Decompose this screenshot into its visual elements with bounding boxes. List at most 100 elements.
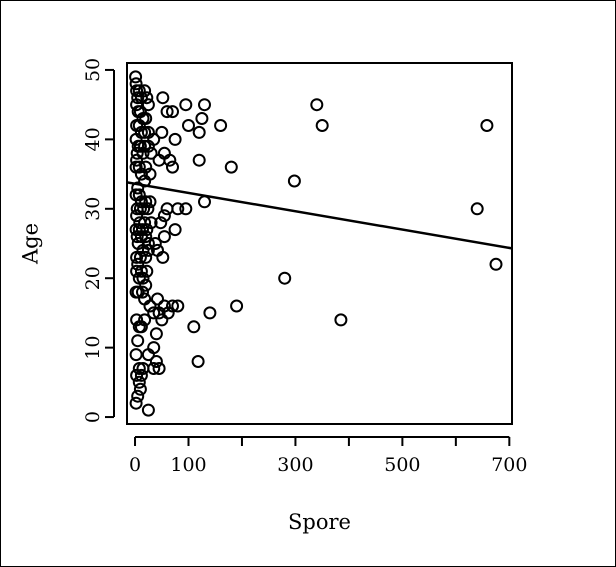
x-tick-label: 100	[170, 454, 206, 476]
data-point	[130, 250, 144, 264]
data-point	[480, 119, 494, 132]
data-point	[129, 70, 143, 84]
data-point	[148, 237, 162, 250]
y-tick-label: 10	[82, 336, 104, 360]
x-tick-label: 300	[277, 454, 313, 476]
data-point	[168, 132, 182, 146]
data-point	[179, 98, 193, 112]
data-point	[136, 271, 150, 285]
data-point	[129, 396, 143, 410]
data-point	[131, 181, 145, 195]
data-point	[195, 112, 209, 125]
data-point	[132, 271, 146, 285]
data-points	[129, 70, 503, 417]
data-point	[131, 389, 145, 403]
data-point	[132, 188, 146, 202]
x-axis-title: Spore	[288, 510, 351, 534]
data-point	[470, 202, 484, 216]
data-point	[141, 348, 155, 362]
data-point	[147, 306, 161, 320]
data-point	[149, 355, 163, 368]
data-point	[157, 209, 171, 223]
data-point	[157, 230, 171, 244]
x-tick-label: 0	[129, 454, 141, 476]
data-point	[166, 160, 179, 174]
data-point	[139, 278, 153, 292]
data-point	[192, 153, 206, 167]
x-tick-label: 700	[491, 454, 527, 476]
x-tick-label: 500	[384, 454, 420, 476]
data-point	[191, 355, 205, 368]
data-point	[151, 292, 164, 306]
plot-area	[126, 62, 513, 425]
data-point	[489, 257, 503, 271]
data-point	[133, 250, 147, 264]
data-point	[149, 327, 163, 341]
data-point	[133, 382, 147, 396]
data-point	[136, 243, 150, 257]
data-point	[143, 299, 157, 313]
x-axis: 0 100 300 500 700	[129, 436, 527, 476]
data-point	[136, 146, 150, 160]
data-point	[131, 285, 145, 299]
data-point	[141, 202, 155, 216]
y-tick-label: 40	[82, 127, 104, 151]
data-point	[230, 299, 244, 313]
y-tick-label: 20	[82, 266, 104, 290]
data-point	[171, 299, 185, 313]
data-point	[166, 105, 179, 119]
data-point	[130, 146, 144, 160]
data-point	[198, 98, 211, 112]
data-point	[334, 313, 348, 327]
data-point	[134, 195, 148, 209]
data-point	[140, 91, 154, 105]
data-point	[131, 257, 145, 271]
data-point	[198, 195, 211, 209]
data-point	[179, 202, 193, 216]
data-point	[134, 230, 148, 244]
data-point	[156, 91, 170, 105]
data-point	[139, 112, 153, 125]
data-point	[168, 223, 182, 237]
data-point	[134, 320, 148, 334]
data-point	[130, 153, 144, 167]
data-point	[278, 271, 292, 285]
data-point	[157, 299, 171, 313]
data-point	[166, 299, 179, 313]
data-point	[141, 403, 155, 417]
data-point	[187, 320, 201, 334]
data-point	[130, 209, 144, 223]
y-axis-title: Age	[19, 223, 43, 265]
data-point	[132, 84, 146, 98]
data-point	[138, 313, 152, 327]
data-point	[134, 264, 148, 278]
data-point	[132, 375, 146, 389]
y-axis: 0 10 20 30 40 50	[82, 58, 115, 423]
data-point	[130, 264, 144, 278]
regression-line	[126, 181, 513, 250]
data-point	[136, 285, 149, 299]
data-point	[130, 98, 144, 112]
data-point	[138, 84, 152, 98]
data-point	[143, 195, 157, 209]
data-point	[163, 153, 177, 167]
data-point	[315, 119, 329, 132]
data-point	[224, 160, 238, 174]
data-point	[132, 362, 146, 375]
data-point	[129, 348, 143, 362]
data-point	[310, 98, 324, 112]
y-tick-label: 30	[82, 197, 104, 221]
data-point	[130, 230, 144, 244]
data-point	[139, 230, 153, 244]
data-point	[192, 125, 206, 139]
data-point	[139, 250, 153, 264]
data-point	[138, 139, 152, 153]
data-point	[144, 146, 158, 160]
data-point	[141, 243, 155, 257]
data-point	[160, 105, 174, 119]
data-point	[134, 167, 148, 181]
data-point	[137, 202, 151, 216]
data-point	[131, 91, 145, 105]
